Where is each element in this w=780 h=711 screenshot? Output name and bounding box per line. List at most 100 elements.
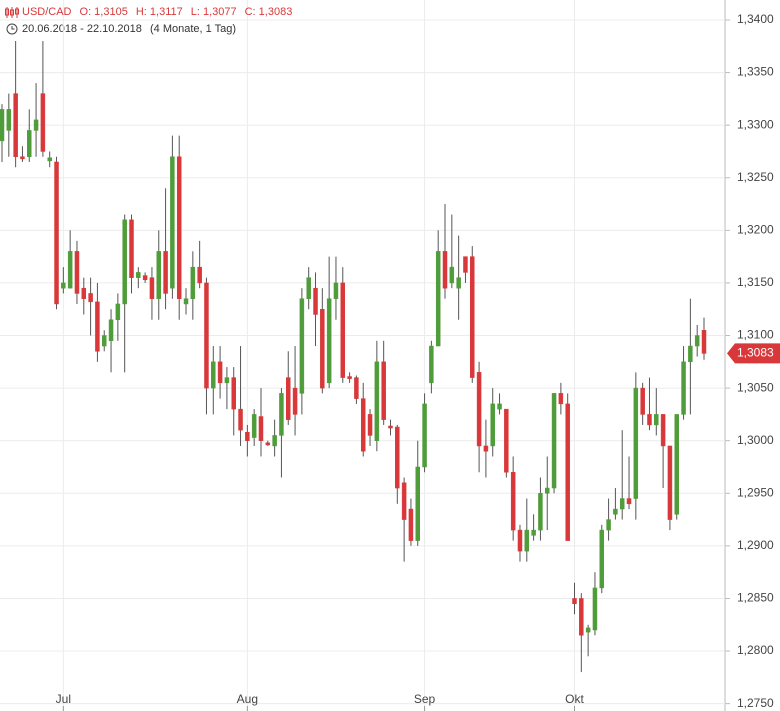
candle-body (238, 408, 243, 431)
date-range: 20.06.2018 - 22.10.2018 (22, 23, 142, 35)
candle-body (340, 282, 346, 378)
candle-body (54, 161, 59, 305)
candle-body (517, 529, 523, 552)
candle-body (408, 508, 414, 541)
candle-body (456, 277, 461, 289)
candle-body (599, 529, 605, 589)
candle-body (388, 425, 393, 429)
candle-body (381, 361, 386, 420)
candle-body (231, 377, 236, 410)
y-tick-label: 1,3300 (737, 117, 774, 131)
candle-body (211, 361, 216, 389)
candle-body (27, 130, 32, 157)
candle-body (422, 403, 427, 468)
candle-body (224, 377, 230, 384)
candle-body (681, 361, 686, 415)
symbol-icon (5, 7, 19, 18)
candle-body (67, 251, 73, 289)
candle-body (688, 345, 693, 363)
candle-body (163, 251, 168, 294)
y-tick-label: 1,2750 (737, 696, 774, 710)
grid (0, 0, 725, 711)
candle-body (101, 335, 107, 347)
candle-body (694, 335, 700, 347)
candle-body (197, 266, 202, 284)
candle-body (701, 330, 707, 354)
candle-body (660, 414, 666, 447)
candle-body (592, 587, 598, 631)
candle-body (504, 408, 509, 473)
y-tick-label: 1,2900 (737, 538, 774, 552)
candle-body (395, 426, 400, 489)
candle-body (401, 482, 407, 520)
candle-body (667, 445, 673, 520)
y-tick-label: 1,3250 (737, 170, 774, 184)
candle-body (463, 256, 468, 273)
candle-body (374, 361, 380, 441)
candle-body (258, 416, 264, 441)
candle-body (299, 298, 305, 394)
candle-body (129, 219, 134, 278)
candle-body (306, 277, 311, 299)
candle-body (585, 627, 591, 633)
y-tick-label: 1,2800 (737, 643, 774, 657)
candle-body (606, 519, 611, 531)
y-tick-label: 1,3400 (737, 12, 774, 26)
candle-body (33, 119, 39, 131)
last-price-tag (727, 343, 780, 364)
y-tick-label: 1,2850 (737, 591, 774, 605)
candle-body (551, 393, 557, 489)
candle-body (347, 376, 352, 379)
candle-body (74, 251, 80, 294)
candle-body (176, 156, 182, 299)
candle-body (156, 251, 162, 299)
candle-body (544, 487, 550, 494)
candle-body (449, 266, 455, 284)
candle-body (626, 498, 632, 505)
last-price-label: 1,3083 (737, 346, 774, 360)
duration: (4 Monate, 1 Tag) (150, 23, 236, 35)
candle-body (40, 93, 46, 152)
candle-body (88, 293, 93, 303)
candle-body (95, 301, 100, 352)
candle-body (81, 287, 87, 299)
candle-body (313, 287, 318, 315)
y-tick-label: 1,3050 (737, 380, 774, 394)
candle-body (354, 377, 359, 399)
y-tick-label: 1,2950 (737, 485, 774, 499)
candle-body (286, 377, 291, 420)
candle-body (619, 498, 625, 510)
candle-body (115, 303, 121, 320)
header-item: O: 1,3105 (80, 6, 128, 18)
candle-body (217, 361, 223, 384)
candle-body (476, 372, 482, 447)
candle-body (326, 298, 332, 384)
header-item: C: 1,3083 (245, 6, 293, 18)
y-tick-label: 1,3100 (737, 328, 774, 342)
candle-body (510, 471, 516, 531)
candle-body (272, 435, 277, 447)
candle-body (0, 109, 5, 142)
clock-icon (6, 23, 18, 35)
candle-body (320, 308, 325, 389)
candle-body (292, 387, 298, 415)
candle-body (251, 414, 257, 438)
candle-body (470, 256, 475, 378)
candle-body (142, 275, 148, 281)
candle-body (415, 466, 420, 541)
y-tick-label: 1,3150 (737, 275, 774, 289)
candle-body (245, 432, 250, 441)
x-tick-label: Aug (237, 692, 258, 706)
candle-body (572, 598, 577, 604)
candle-body (647, 414, 652, 426)
candle-body (442, 251, 448, 289)
candle-body (108, 319, 114, 342)
candle-body (279, 393, 284, 436)
header-item: L: 1,3077 (191, 6, 237, 18)
x-tick-label: Okt (565, 692, 584, 706)
candle-body (497, 403, 502, 410)
candle-body (674, 414, 679, 515)
candle-body (61, 282, 66, 289)
